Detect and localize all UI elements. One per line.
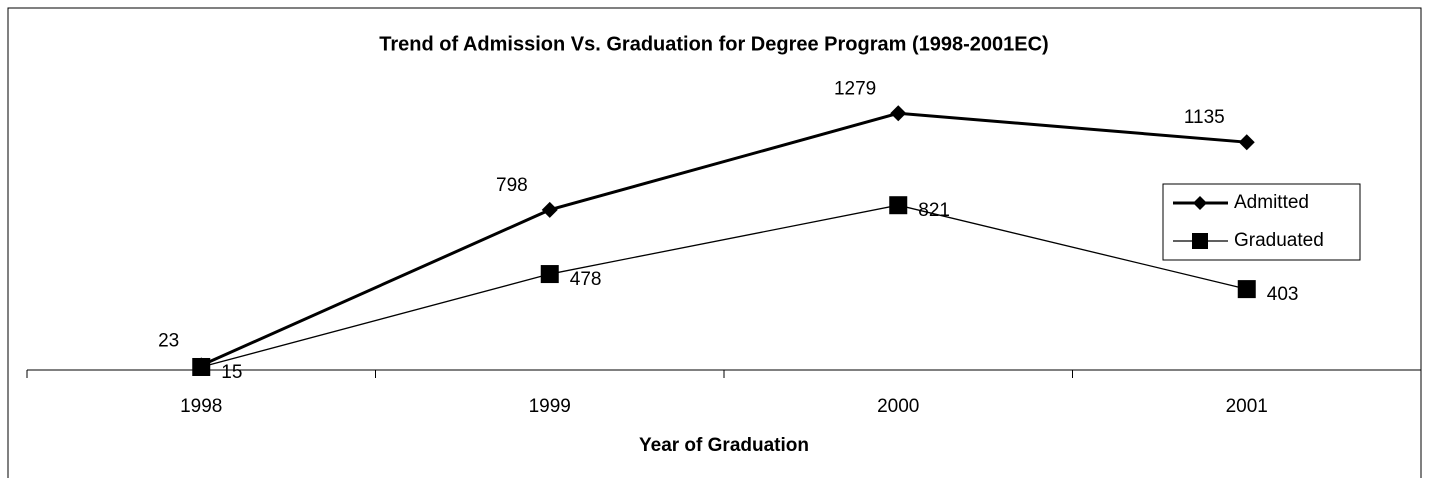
point xyxy=(1238,134,1255,151)
data-label: 1135 xyxy=(1184,107,1225,128)
point xyxy=(1237,280,1256,299)
chart-title: Trend of Admission Vs. Graduation for De… xyxy=(379,33,1048,55)
point xyxy=(890,105,907,122)
data-label: 23 xyxy=(158,330,179,351)
data-label: 403 xyxy=(1267,284,1299,305)
legend-marker xyxy=(1193,196,1207,210)
chart-border xyxy=(7,7,1422,478)
point xyxy=(192,357,211,376)
x-axis-title: Year of Graduation xyxy=(639,435,809,456)
point xyxy=(541,201,558,218)
legend-label: Graduated xyxy=(1234,230,1324,251)
x-tick-label: 2001 xyxy=(1226,396,1268,417)
legend-label: Admitted xyxy=(1234,192,1309,213)
data-label: 15 xyxy=(221,362,242,383)
point xyxy=(540,265,559,284)
x-tick-label: 1999 xyxy=(529,396,571,417)
point xyxy=(889,196,908,215)
data-label: 798 xyxy=(496,175,528,196)
x-tick-label: 2000 xyxy=(877,396,919,417)
line xyxy=(200,111,1247,367)
line xyxy=(201,204,1247,368)
x-tick-label: 1998 xyxy=(180,396,222,417)
data-label: 478 xyxy=(570,269,602,290)
data-label: 1279 xyxy=(834,78,876,99)
data-label: 821 xyxy=(918,200,950,221)
legend-marker xyxy=(1192,233,1208,249)
